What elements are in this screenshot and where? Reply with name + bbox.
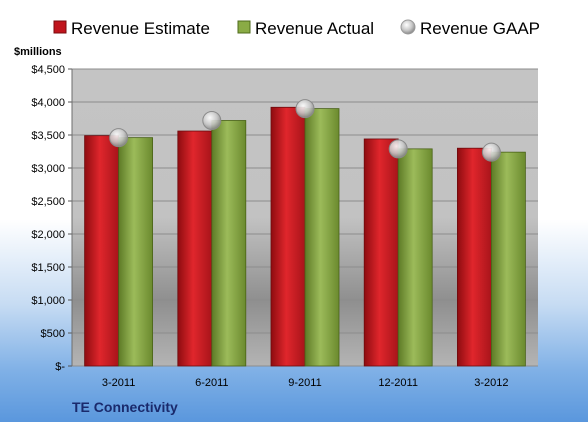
y-tick-label: $1,500 (31, 262, 65, 274)
legend-item-revenue-actual: Revenue Actual (237, 19, 374, 38)
y-axis-ticks: $- $500 $1,000 $1,500 $2,000 $2,500 $3,000 $3,5… (31, 64, 73, 373)
unit-label: $millions (14, 46, 62, 58)
bars (84, 106, 526, 367)
y-tick-label: $- (55, 361, 65, 373)
y-tick-label: $1,000 (31, 295, 65, 307)
marker-revenue-gaap (481, 142, 501, 162)
bar-revenue-estimate (84, 135, 119, 367)
x-tick-label: 12-2011 (378, 377, 418, 389)
x-axis-ticks: 3-2011 6-2011 9-2011 12-2011 3-2012 (102, 377, 509, 389)
bar-revenue-estimate (177, 130, 213, 367)
legend-item-revenue-gaap: Revenue GAAP (400, 19, 540, 38)
marker-revenue-gaap (295, 99, 315, 119)
marker-revenue-gaap (388, 139, 408, 159)
legend-item-revenue-estimate: Revenue Estimate (53, 19, 210, 38)
marker-revenue-gaap (109, 128, 129, 148)
y-tick-label: $4,000 (31, 97, 65, 109)
company-name: TE Connectivity (72, 399, 178, 415)
y-tick-label: $2,500 (31, 196, 65, 208)
y-tick-label: $500 (41, 328, 65, 340)
legend: Revenue Estimate Revenue Actual Revenue … (53, 19, 540, 38)
y-tick-label: $3,000 (31, 163, 65, 175)
bar-revenue-actual (397, 148, 433, 367)
x-tick-label: 9-2011 (288, 377, 321, 389)
bar-revenue-actual (490, 151, 526, 367)
y-tick-label: $3,500 (31, 130, 65, 142)
y-tick-label: $4,500 (31, 64, 65, 76)
bar-revenue-actual (118, 137, 153, 367)
legend-label-revenue-estimate: Revenue Estimate (71, 19, 210, 38)
bar-revenue-estimate (456, 147, 492, 367)
gaap-markers (109, 99, 501, 162)
bar-revenue-actual (211, 120, 247, 367)
x-tick-label: 3-2011 (102, 377, 135, 389)
bar-revenue-estimate (270, 106, 306, 367)
legend-swatch-revenue-estimate (53, 20, 67, 34)
legend-swatch-revenue-actual (237, 20, 251, 34)
legend-marker-revenue-gaap (400, 19, 416, 35)
y-tick-label: $2,000 (31, 229, 65, 241)
marker-revenue-gaap (202, 110, 222, 130)
bar-revenue-estimate (363, 138, 399, 367)
x-tick-label: 3-2012 (474, 377, 508, 389)
legend-label-revenue-actual: Revenue Actual (255, 19, 374, 38)
bar-revenue-actual (304, 108, 340, 367)
legend-label-revenue-gaap: Revenue GAAP (420, 19, 540, 38)
x-tick-label: 6-2011 (195, 377, 228, 389)
